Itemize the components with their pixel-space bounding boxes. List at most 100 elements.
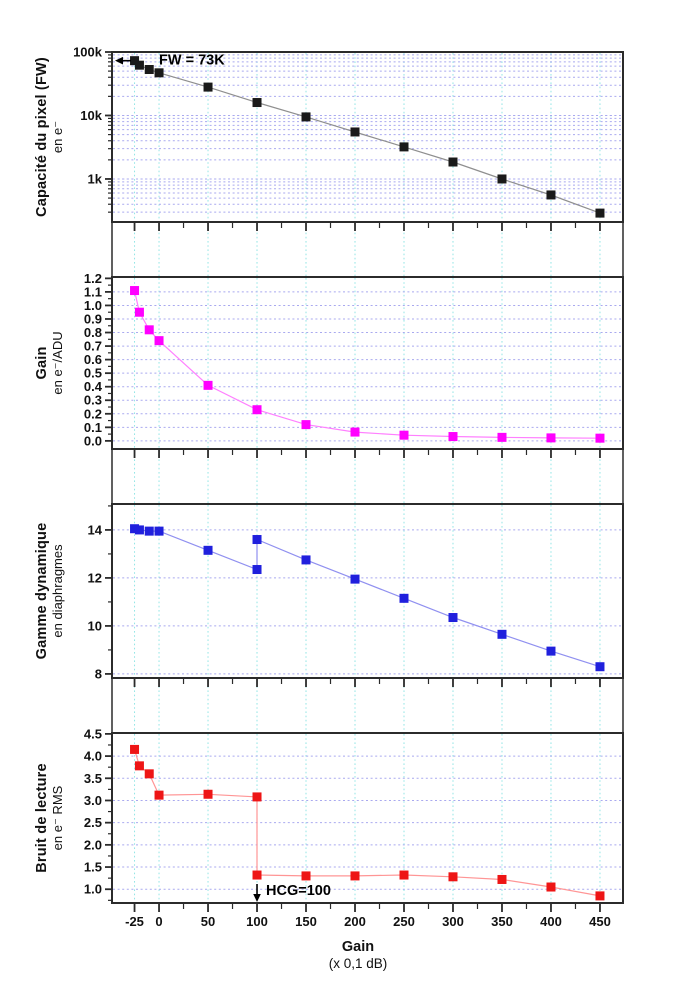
y-tick-label: 4.0 — [84, 749, 102, 764]
x-tick-label: 50 — [201, 914, 215, 929]
data-point — [203, 545, 213, 555]
y-axis-title-gamme-dynamique: Gamme dynamique en diaphragmes — [27, 501, 73, 681]
y-tick-label: 8 — [95, 666, 102, 681]
panel-background — [112, 277, 623, 449]
x-tick-label: 300 — [442, 914, 464, 929]
y-tick-label: 1.5 — [84, 860, 102, 875]
y-tick-label: 1.2 — [84, 271, 102, 286]
data-point — [252, 98, 262, 108]
data-point — [252, 405, 262, 415]
data-point — [144, 325, 154, 335]
data-point — [595, 891, 605, 901]
data-point — [546, 190, 556, 200]
x-tick-label: 450 — [589, 914, 611, 929]
data-point — [595, 662, 605, 672]
y-tick-label: 10k — [80, 108, 102, 123]
data-point — [252, 870, 262, 880]
y-tick-label: 3.5 — [84, 771, 102, 786]
y-tick-label: 1.0 — [84, 298, 102, 313]
data-point — [252, 792, 262, 802]
fw-arrow-head — [115, 56, 123, 65]
panel-frame — [111, 51, 624, 223]
y-tick-label: 10 — [88, 618, 102, 633]
x-tick-label: 150 — [295, 914, 317, 929]
data-point — [448, 872, 458, 882]
data-point — [134, 60, 144, 70]
y-axis-title-main: Gain — [34, 346, 51, 380]
data-point — [130, 286, 140, 296]
y-axis-title-main: Capacité du pixel (FW) — [34, 57, 51, 217]
data-point — [301, 420, 311, 430]
y-tick-label: 12 — [88, 570, 102, 585]
y-tick-label: 1k — [88, 171, 103, 186]
y-tick-label: 14 — [88, 522, 103, 537]
y-axis-title-sub: en diaphragmes — [49, 544, 65, 638]
y-tick-label: 100k — [73, 45, 103, 60]
y-tick-label: 2.0 — [84, 837, 102, 852]
x-tick-label: -25 — [125, 914, 144, 929]
data-point — [497, 874, 507, 884]
panel-background — [112, 733, 623, 903]
data-point — [546, 433, 556, 443]
hcg-annotation-text: HCG=100 — [266, 883, 331, 899]
x-axis-title-main: Gain — [341, 939, 375, 955]
y-tick-label: 0.8 — [84, 325, 102, 340]
data-point — [252, 565, 262, 575]
y-tick-label: 0.2 — [84, 406, 102, 421]
data-point — [130, 524, 140, 534]
data-point — [399, 430, 409, 440]
data-point — [134, 525, 144, 535]
y-axis-title-sub: en e⁻ RMS — [49, 785, 65, 851]
x-axis-title-sub: (x 0,1 dB) — [328, 956, 388, 972]
data-point — [203, 789, 213, 799]
y-axis-title-bruit-lecture: Bruit de lecture en e⁻ RMS — [27, 728, 73, 908]
y-tick-label: 0.9 — [84, 311, 102, 326]
panel-frame — [111, 503, 624, 679]
data-point — [130, 56, 140, 66]
x-tick-label: 350 — [491, 914, 513, 929]
data-point — [203, 380, 213, 390]
x-axis-title: Gain (x 0,1 dB) — [258, 938, 458, 973]
y-tick-label: 1.1 — [84, 284, 102, 299]
data-point — [399, 593, 409, 603]
data-point — [154, 336, 164, 346]
data-point — [546, 646, 556, 656]
y-tick-label: 0.6 — [84, 352, 102, 367]
x-tick-label: 400 — [540, 914, 562, 929]
panel-background — [112, 504, 623, 678]
data-point — [130, 744, 140, 754]
data-point — [144, 769, 154, 779]
data-point — [350, 871, 360, 881]
y-axis-title-gain: Gain en e⁻/ADU — [27, 273, 73, 453]
x-tick-label: 250 — [393, 914, 415, 929]
data-point — [497, 629, 507, 639]
data-point — [301, 871, 311, 881]
y-tick-label: 1.0 — [84, 882, 102, 897]
panel-frame — [111, 732, 624, 904]
fw-annotation-text: FW = 73K — [159, 53, 225, 69]
data-point — [546, 882, 556, 892]
data-point — [144, 526, 154, 536]
y-tick-label: 0.0 — [84, 433, 102, 448]
y-tick-label: 0.1 — [84, 420, 102, 435]
data-point — [134, 307, 144, 317]
data-point — [154, 526, 164, 536]
x-tick-label: 200 — [344, 914, 366, 929]
hcg-arrow-head — [253, 894, 261, 902]
data-point — [497, 174, 507, 184]
y-axis-title-main: Gamme dynamique — [34, 522, 51, 660]
data-point — [399, 870, 409, 880]
y-axis-title-sub: en e⁻/ADU — [49, 331, 65, 395]
y-axis-title-main: Bruit de lecture — [34, 763, 51, 873]
y-tick-label: 4.5 — [84, 726, 102, 741]
y-axis-title-capacite: Capacité du pixel (FW) en e⁻ — [27, 47, 73, 227]
y-tick-label: 0.3 — [84, 393, 102, 408]
data-point — [203, 82, 213, 92]
data-point — [252, 535, 262, 545]
panel-frame — [111, 276, 624, 450]
y-tick-label: 2.5 — [84, 815, 102, 830]
data-point — [301, 555, 311, 565]
x-tick-label: 100 — [246, 914, 268, 929]
